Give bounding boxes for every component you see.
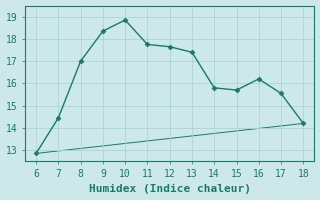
X-axis label: Humidex (Indice chaleur): Humidex (Indice chaleur)	[89, 184, 251, 194]
